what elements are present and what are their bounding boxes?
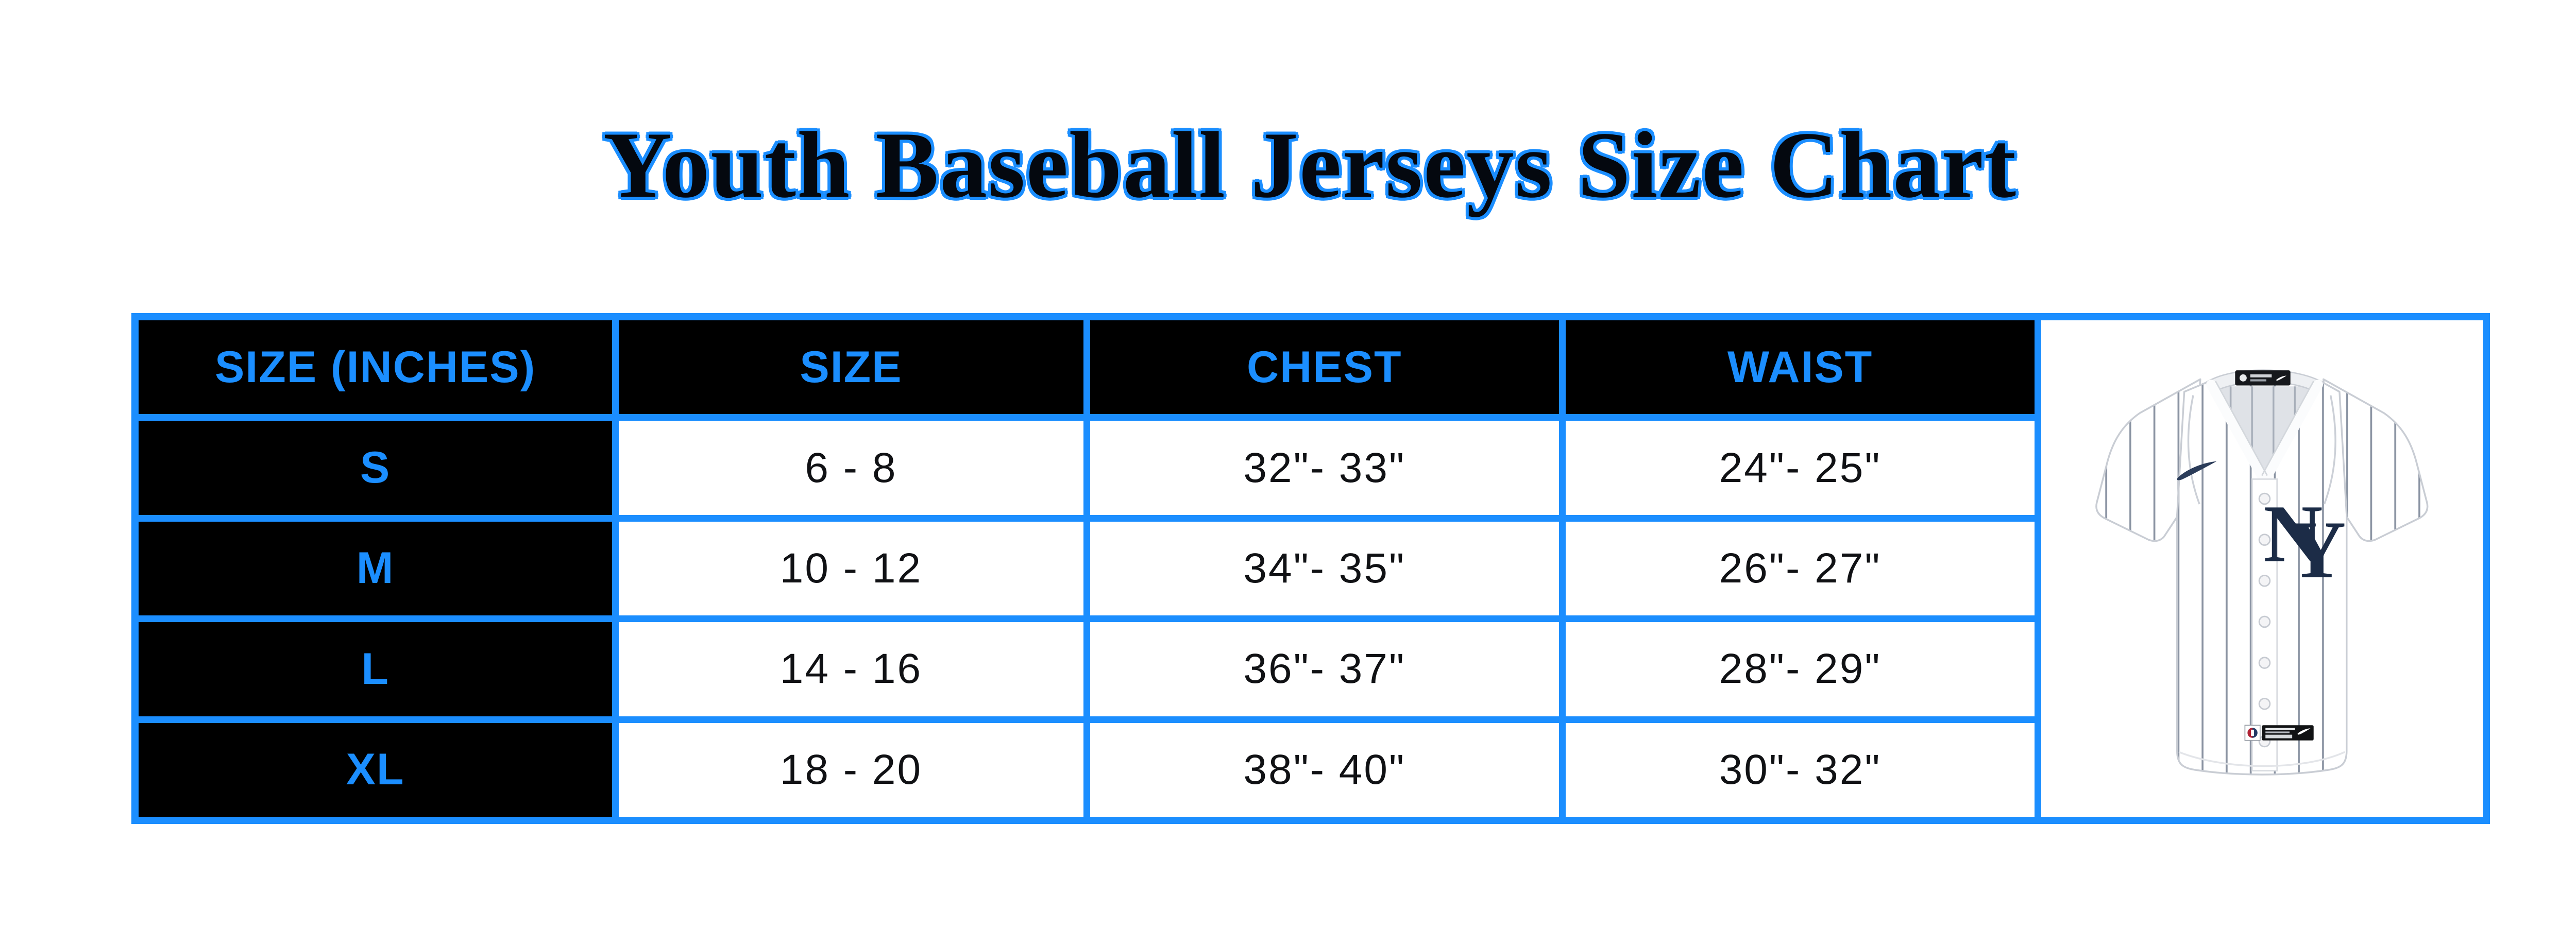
jersey-sleeves — [2095, 379, 2429, 542]
row-l-label: L — [139, 622, 613, 716]
row-s-label: S — [139, 421, 613, 515]
column-header-chest: CHEST — [1090, 320, 1559, 415]
cell-m-size: 10 - 12 — [619, 521, 1083, 616]
cell-s-waist: 24"- 25" — [1565, 421, 2035, 515]
cell-m-waist: 26"- 27" — [1565, 521, 2035, 616]
page-title: Youth Baseball Jerseys Size Chart — [603, 112, 2018, 217]
cell-l-size: 14 - 16 — [619, 622, 1083, 716]
jersey-jock-tag — [2244, 725, 2314, 742]
jersey-photo-cell: N Y — [2041, 320, 2483, 817]
ny-logo: N Y — [2264, 489, 2346, 595]
cell-s-size: 6 - 8 — [619, 421, 1083, 515]
cell-m-chest: 34"- 35" — [1090, 521, 1559, 616]
ny-logo-letter-n: N — [2264, 489, 2323, 579]
jersey-vneck-trim — [2206, 380, 2324, 486]
cell-xl-waist: 30"- 32" — [1565, 723, 2035, 817]
nike-swoosh-icon — [2177, 461, 2217, 480]
size-chart-table: SIZE (INCHES) SIZE CHEST WAIST S 6 - 8 3… — [131, 313, 2490, 824]
row-xl-label: XL — [139, 723, 613, 817]
cell-l-waist: 28"- 29" — [1565, 622, 2035, 716]
row-m-label: M — [139, 521, 613, 616]
jersey-image: N Y — [2095, 369, 2429, 776]
cell-l-chest: 36"- 37" — [1090, 622, 1559, 716]
cell-s-chest: 32"- 33" — [1090, 421, 1559, 515]
column-header-size-inches: SIZE (INCHES) — [139, 320, 613, 415]
column-header-size: SIZE — [619, 320, 1083, 415]
cell-xl-size: 18 - 20 — [619, 723, 1083, 817]
jersey-neck-opening — [2213, 386, 2317, 482]
jersey-collar-tag — [2235, 370, 2291, 386]
ny-logo-letter-y: Y — [2287, 505, 2346, 595]
cell-xl-chest: 38"- 40" — [1090, 723, 1559, 817]
column-header-waist: WAIST — [1565, 320, 2035, 415]
